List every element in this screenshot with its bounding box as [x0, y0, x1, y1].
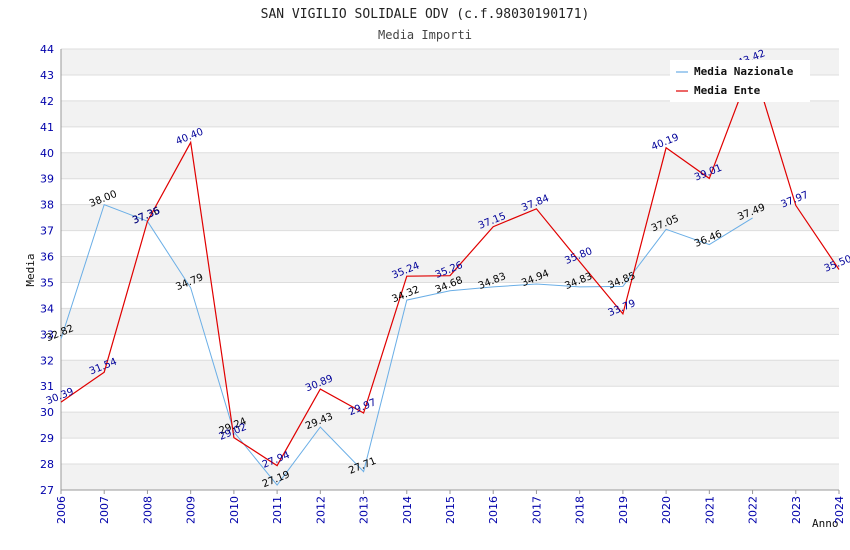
y-axis-label: Media	[24, 253, 37, 286]
x-tick-label: 2013	[358, 496, 371, 524]
y-tick-label: 41	[40, 121, 54, 134]
y-tick-label: 33	[40, 328, 54, 341]
series-line-media-nazionale	[60, 203, 753, 486]
y-tick-label: 31	[40, 380, 54, 393]
x-axis-label: Anno	[812, 517, 839, 530]
band	[61, 282, 839, 309]
legend-label-media-nazionale: Media Nazionale	[694, 65, 794, 78]
band	[61, 464, 839, 490]
y-tick-label: 40	[40, 147, 54, 160]
band	[61, 360, 839, 387]
x-tick-label: 2007	[98, 496, 111, 524]
y-tick-label: 28	[40, 458, 54, 471]
legend-label-media-ente: Media Ente	[694, 84, 761, 97]
y-tick-label: 34	[40, 302, 54, 315]
band	[61, 178, 839, 205]
y-tick-label: 35	[40, 276, 54, 289]
chart-title: SAN VIGILIO SOLIDALE ODV (c.f.9803019017…	[261, 7, 590, 22]
y-tick-label: 30	[40, 406, 54, 419]
band	[61, 204, 839, 231]
x-tick-label: 2016	[487, 496, 500, 524]
y-tick-label: 29	[40, 432, 54, 445]
band	[61, 256, 839, 283]
x-tick-label: 2019	[617, 496, 630, 524]
band	[61, 100, 839, 127]
y-tick-labels: 27 28 29 30 31 32 33 34 35 36 37 38 39 40 41 42 43 44	[40, 43, 54, 497]
x-tick-label: 2017	[530, 496, 543, 524]
chart-subtitle: Media Importi	[378, 28, 472, 42]
y-tick-label: 44	[40, 43, 54, 56]
band	[61, 334, 839, 361]
band	[61, 152, 839, 179]
x-tick-label: 2010	[228, 496, 241, 524]
series-lines	[60, 62, 840, 486]
legend: Media Nazionale Media Ente	[670, 60, 810, 102]
band	[61, 412, 839, 439]
band	[61, 230, 839, 257]
y-tick-label: 38	[40, 199, 54, 212]
x-tick-label: 2014	[401, 496, 414, 524]
y-tick-label: 37	[40, 225, 54, 238]
y-tick-label: 36	[40, 251, 54, 264]
x-tick-label: 2024	[833, 496, 846, 524]
x-tick-label: 2015	[444, 496, 457, 524]
y-tick-label: 39	[40, 173, 54, 186]
band	[61, 126, 839, 153]
x-tick-label: 2023	[790, 496, 803, 524]
x-tick-labels: 2006 2007 2008 2009 2010 2011 2012 2013 2014 2015…	[55, 490, 846, 524]
band	[61, 386, 839, 413]
x-tick-label: 2021	[703, 496, 716, 524]
x-tick-label: 2008	[141, 496, 154, 524]
y-tick-label: 32	[40, 354, 54, 367]
x-tick-label: 2020	[660, 496, 673, 524]
y-tick-label: 42	[40, 95, 54, 108]
x-tick-label: 2012	[314, 496, 327, 524]
y-tick-label: 27	[40, 484, 54, 497]
band	[61, 308, 839, 335]
y-tick-label: 43	[40, 69, 54, 82]
x-tick-label: 2018	[574, 496, 587, 524]
x-tick-label: 2011	[271, 496, 284, 524]
x-tick-label: 2006	[55, 496, 68, 524]
x-tick-label: 2009	[185, 496, 198, 524]
band	[61, 438, 839, 465]
plot-background	[61, 49, 839, 490]
x-tick-label: 2022	[747, 496, 760, 524]
gridlines	[61, 48, 839, 491]
series-line-media-ente	[60, 62, 840, 467]
legend-box	[670, 60, 810, 102]
